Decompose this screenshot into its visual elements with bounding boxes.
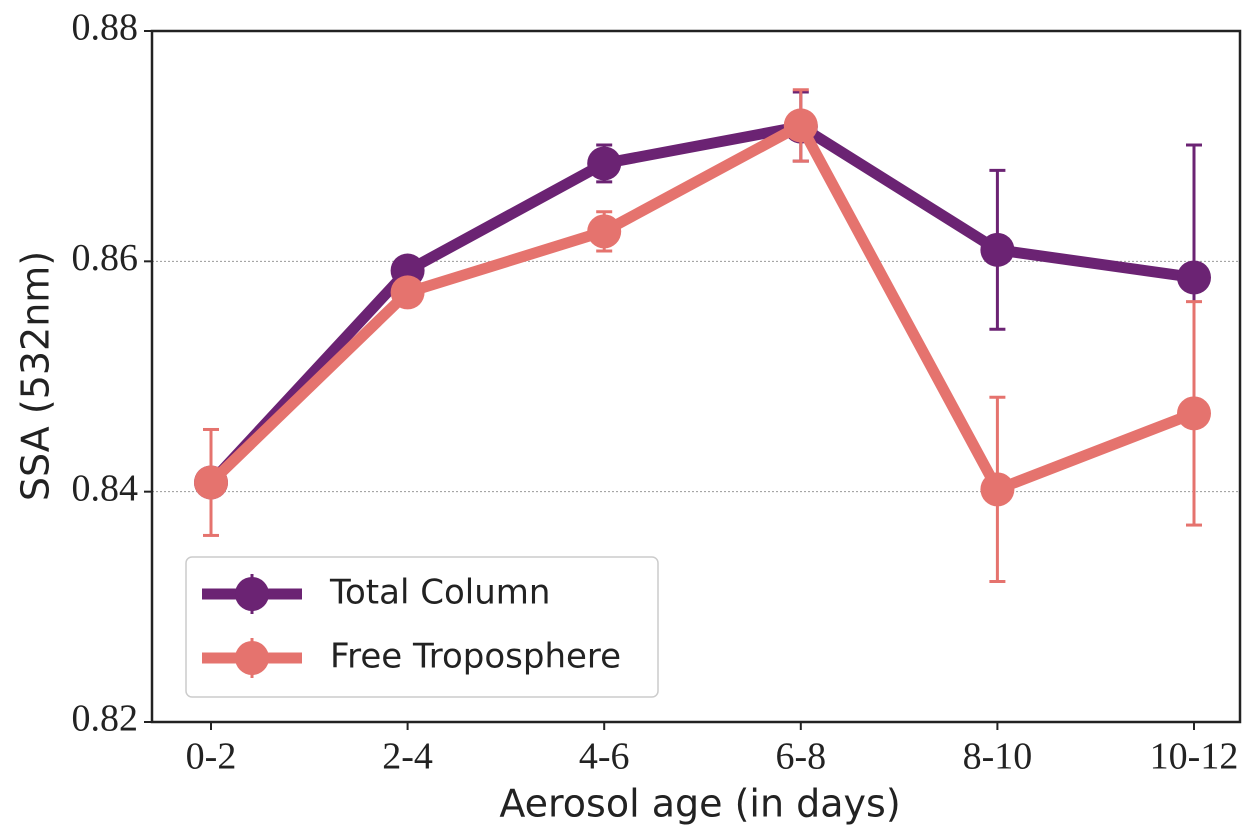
y-tick-label: 0.88	[72, 7, 139, 49]
x-axis-label: Aerosol age (in days)	[499, 782, 900, 826]
marker	[390, 275, 425, 310]
legend-box	[185, 556, 659, 698]
legend-marker	[235, 577, 269, 611]
y-tick-label: 0.82	[72, 698, 139, 740]
legend-label: Free Troposphere	[330, 637, 621, 677]
x-tick-label: 10-12	[1150, 736, 1239, 778]
x-tick-label: 0-2	[186, 736, 237, 778]
y-tick-label: 0.86	[72, 237, 139, 279]
marker	[1177, 260, 1211, 295]
series-line	[207, 119, 1196, 495]
marker	[587, 214, 622, 249]
marker	[783, 108, 818, 143]
x-tick-label: 4-6	[579, 736, 630, 778]
legend-label: Total Column	[329, 573, 550, 613]
marker	[1177, 396, 1211, 431]
marker	[980, 472, 1015, 507]
x-tick-label: 8-10	[963, 736, 1033, 778]
legend-marker	[235, 641, 269, 675]
plot-frame	[150, 29, 1242, 724]
y-axis-label: SSA (532nm)	[14, 251, 58, 501]
x-tick-label: 6-8	[775, 736, 826, 778]
marker	[587, 146, 622, 181]
marker	[980, 232, 1015, 267]
marker	[194, 465, 228, 500]
series-line	[206, 121, 1195, 487]
y-tick-label: 0.84	[72, 467, 139, 509]
x-tick-label: 2-4	[382, 736, 433, 778]
